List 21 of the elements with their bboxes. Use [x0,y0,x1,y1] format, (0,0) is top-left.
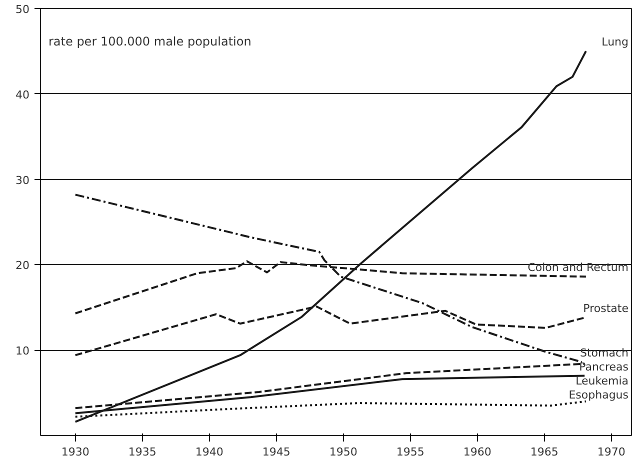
x-tick-label: 1945 [262,446,290,458]
series-label: Pancreas [579,360,629,374]
y-tick-label: 30 [16,174,30,187]
y-tick-label: 20 [16,259,30,272]
x-tick-label: 1965 [530,446,558,458]
series-label: Prostate [583,302,629,316]
x-tick-label: 1960 [463,446,492,458]
x-tick-label: 1935 [128,446,156,458]
series-label: Esophagus [568,388,629,402]
x-tick-label: 1940 [195,446,224,458]
series-label: Leukemia [576,374,629,388]
x-tick-label: 1930 [61,446,90,458]
y-tick-label: 40 [16,88,30,102]
x-tick-label: 1955 [396,446,424,458]
x-tick-label: 1950 [329,446,358,458]
y-axis-title: rate per 100.000 male population [48,34,252,48]
y-tick-label: 50 [16,3,30,16]
series-label: Lung [602,36,629,49]
series-label: Colon and Rectum [528,261,629,274]
x-tick-label: 1970 [597,446,626,458]
y-tick-label: 10 [16,344,30,358]
